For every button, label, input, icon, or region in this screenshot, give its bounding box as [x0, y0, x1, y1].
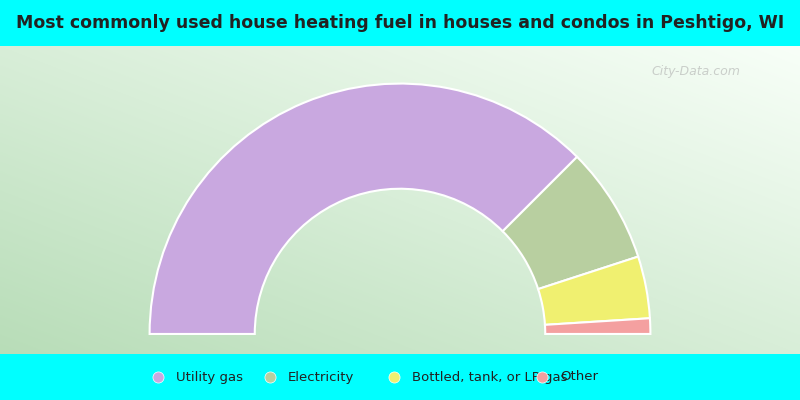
Wedge shape [150, 84, 577, 334]
Bar [0, 354, 800, 400]
Wedge shape [545, 318, 650, 334]
Wedge shape [502, 157, 638, 289]
Wedge shape [538, 256, 650, 325]
Text: Other: Other [560, 370, 598, 384]
Text: Electricity: Electricity [288, 370, 354, 384]
Bar [0, 0, 800, 46]
Text: Most commonly used house heating fuel in houses and condos in Peshtigo, WI: Most commonly used house heating fuel in… [16, 14, 784, 32]
Text: City-Data.com: City-Data.com [651, 66, 741, 78]
Text: Utility gas: Utility gas [176, 370, 243, 384]
Text: Bottled, tank, or LP gas: Bottled, tank, or LP gas [412, 370, 567, 384]
